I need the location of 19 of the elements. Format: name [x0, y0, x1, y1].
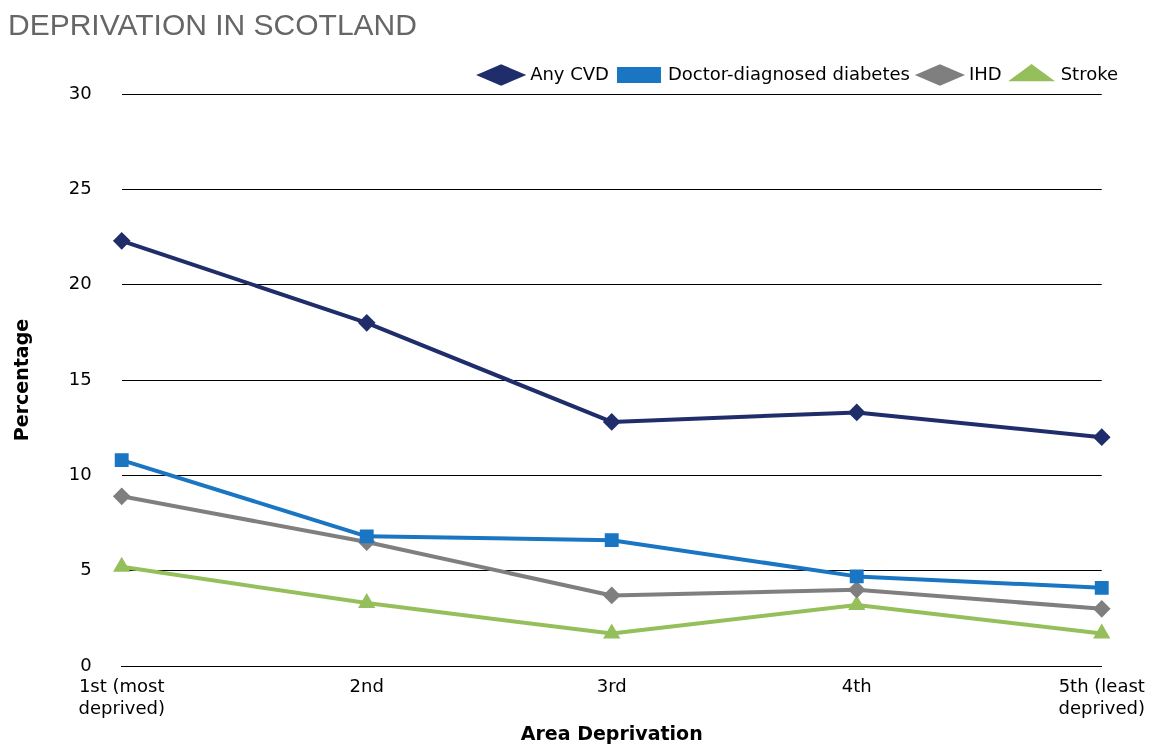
x-tick-label: 4th	[841, 675, 872, 697]
legend-label: Doctor-diagnosed diabetes	[667, 62, 910, 84]
chart-title: DEPRIVATION IN SCOTLAND	[8, 8, 418, 42]
x-tick-label: 1st (most deprived)	[78, 675, 165, 719]
legend-label: Stroke	[1060, 62, 1118, 84]
x-tick-label: 2nd	[349, 675, 384, 697]
x-axis-title: Area Deprivation	[520, 721, 703, 744]
y-tick-label: 20	[68, 272, 92, 294]
y-tick-label: 10	[68, 463, 92, 485]
y-tick-label: 15	[68, 367, 92, 389]
y-tick-label: 25	[68, 177, 92, 199]
y-tick-label: 0	[80, 653, 92, 675]
legend-label: Any CVD	[530, 62, 609, 84]
x-tick-label: 3rd	[596, 675, 627, 697]
y-axis-title: Percentage	[10, 318, 33, 442]
x-tick-label: 5th (least deprived)	[1058, 675, 1146, 719]
y-tick-label: 30	[68, 81, 92, 103]
legend-label: IHD	[968, 62, 1002, 84]
y-tick-label: 5	[80, 558, 92, 580]
